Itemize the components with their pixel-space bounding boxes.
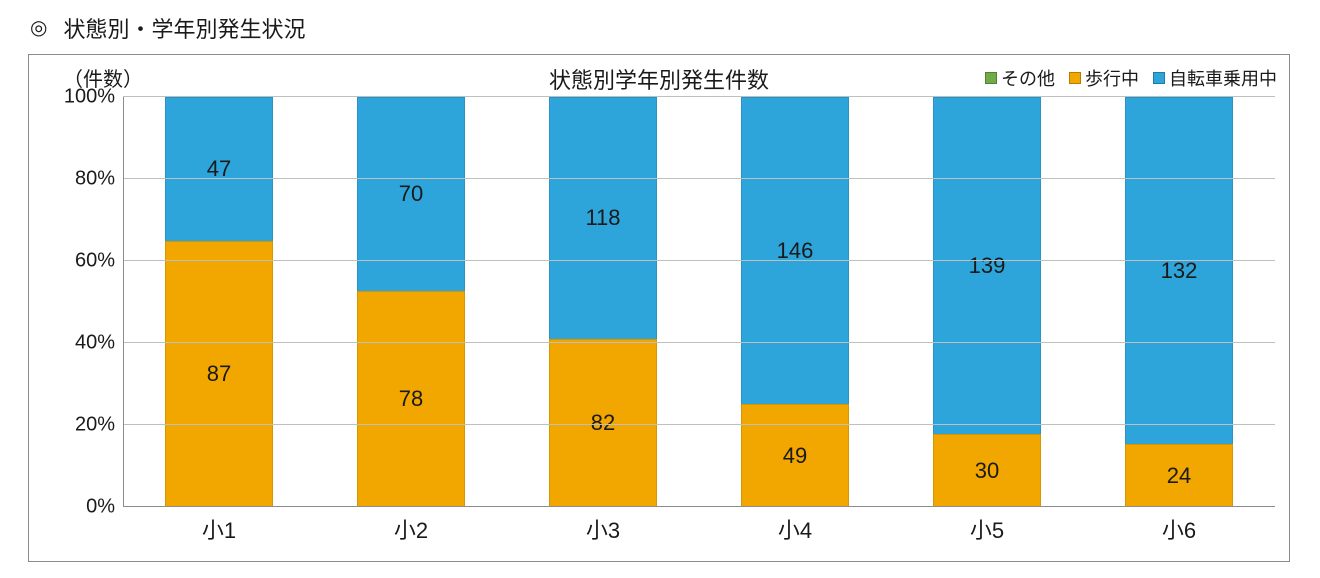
bar: 118 82 [549,97,657,507]
bar-segment: 70 [357,97,465,291]
bar-slot: 139 30 [891,97,1083,507]
x-tick-label: 小5 [891,513,1083,549]
bar-segment: 82 [549,339,657,507]
x-tick-label: 小2 [315,513,507,549]
chart-container: （件数） 状態別学年別発生件数 その他歩行中自転車乗用中 47877078118… [28,54,1290,562]
x-tick-label: 小4 [699,513,891,549]
y-tick-label: 40% [75,332,115,355]
bar-segment: 24 [1125,444,1233,507]
bar-segment: 30 [933,434,1041,507]
bar-segment: 146 [741,97,849,404]
bar-segment: 132 [1125,97,1233,444]
data-label: 49 [783,443,807,469]
bar-segment: 49 [741,404,849,507]
bar-segment: 118 [549,97,657,339]
gridline [123,96,1275,97]
data-label: 78 [399,386,423,412]
bar-segment: 47 [165,97,273,241]
bar: 70 78 [357,97,465,507]
data-label: 70 [399,181,423,207]
bar: 132 24 [1125,97,1233,507]
y-tick-label: 20% [75,414,115,437]
gridline [123,178,1275,179]
bars-group: 47 87 70 78 118 82 146 49 139 30 132 24 [123,97,1275,507]
legend-label: 自転車乗用中 [1169,65,1277,91]
bar-slot: 132 24 [1083,97,1275,507]
chart-header: （件数） 状態別学年別発生件数 その他歩行中自転車乗用中 [29,61,1289,91]
legend-item: 歩行中 [1069,65,1139,91]
bar-segment: 87 [165,241,273,507]
data-label: 24 [1167,463,1191,489]
bar-slot: 47 87 [123,97,315,507]
y-tick-label: 0% [86,496,115,519]
y-tick-label: 80% [75,168,115,191]
legend-item: その他 [985,65,1055,91]
legend: その他 歩行中 自転車乗用中 [985,65,1277,91]
section-heading: ◎ 状態別・学年別発生状況 [30,12,1292,44]
bar: 47 87 [165,97,273,507]
data-label: 30 [975,458,999,484]
x-tick-label: 小1 [123,513,315,549]
plot-area: 4787707811882146491393013224 0%20%40%60%… [123,97,1275,507]
y-axis-line [123,97,124,507]
x-tick-label: 小6 [1083,513,1275,549]
bar-slot: 70 78 [315,97,507,507]
data-label: 118 [585,205,620,231]
gridline [123,506,1275,507]
data-label: 132 [1161,258,1198,284]
x-axis: 小1小2小3小4小5小6 [123,513,1275,549]
gridline [123,424,1275,425]
bar-segment: 139 [933,97,1041,434]
legend-label: その他 [1001,65,1055,91]
bar-slot: 118 82 [507,97,699,507]
y-tick-label: 100% [64,86,115,109]
x-tick-label: 小3 [507,513,699,549]
legend-item: 自転車乗用中 [1153,65,1277,91]
y-tick-label: 60% [75,250,115,273]
bar-segment: 78 [357,291,465,507]
bar: 139 30 [933,97,1041,507]
bar: 146 49 [741,97,849,507]
gridline [123,260,1275,261]
gridline [123,342,1275,343]
data-label: 87 [207,361,231,387]
page: ◎ 状態別・学年別発生状況 （件数） 状態別学年別発生件数 その他歩行中自転車乗… [0,0,1320,578]
data-label: 139 [969,253,1006,279]
bullet-icon: ◎ [30,18,47,38]
legend-swatch-icon [1069,72,1081,84]
bar-slot: 146 49 [699,97,891,507]
section-heading-text: 状態別・学年別発生状況 [63,12,305,44]
legend-swatch-icon [985,72,997,84]
legend-label: 歩行中 [1085,65,1139,91]
legend-swatch-icon [1153,72,1165,84]
